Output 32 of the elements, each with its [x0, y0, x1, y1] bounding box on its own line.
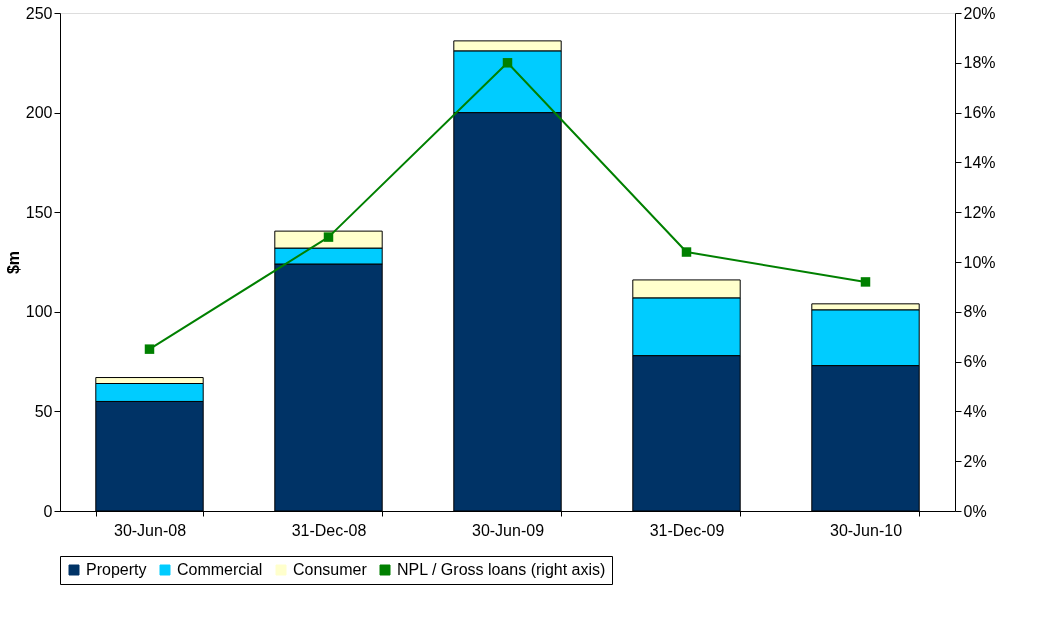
y2-tick-label: 8%: [963, 303, 987, 321]
y2-tick-label: 0%: [963, 502, 987, 520]
y-tick-label: 150: [25, 203, 53, 221]
legend-label: NPL / Gross loans (right axis): [397, 561, 606, 578]
y2-tick-label: 10%: [963, 253, 996, 271]
point: [681, 247, 692, 257]
y2-tick-label: 6%: [963, 353, 987, 371]
point: [502, 58, 513, 68]
x-tick-label: 30-Jun-09: [471, 521, 545, 539]
y-tick-label: 200: [25, 104, 53, 122]
point: [323, 232, 334, 242]
legend-label: Commercial: [177, 561, 263, 578]
x-tick-label: 30-Jun-08: [113, 521, 187, 539]
x-tick-label: 31-Dec-08: [291, 521, 367, 539]
y-axis-title: $m: [4, 250, 22, 275]
y2-tick-label: 14%: [963, 153, 996, 171]
y-tick-label: 0: [43, 502, 53, 520]
y2-tick-label: 16%: [963, 104, 996, 122]
y2-tick-label: 2%: [963, 452, 987, 470]
point: [144, 344, 155, 354]
y2-tick-label: 12%: [963, 203, 996, 221]
y-tick-label: 100: [25, 303, 53, 321]
y2-tick-label: 18%: [963, 54, 996, 72]
x-tick-label: 31-Dec-09: [649, 521, 725, 539]
y-tick-label: 50: [34, 402, 53, 420]
legend-label: Consumer: [293, 561, 368, 578]
y2-tick-label: 20%: [963, 4, 996, 22]
y-tick-label: 250: [25, 4, 53, 22]
point: [860, 277, 871, 287]
legend-label: Property: [86, 561, 147, 578]
x-tick-label: 30-Jun-10: [829, 521, 903, 539]
y2-tick-label: 4%: [963, 402, 987, 420]
